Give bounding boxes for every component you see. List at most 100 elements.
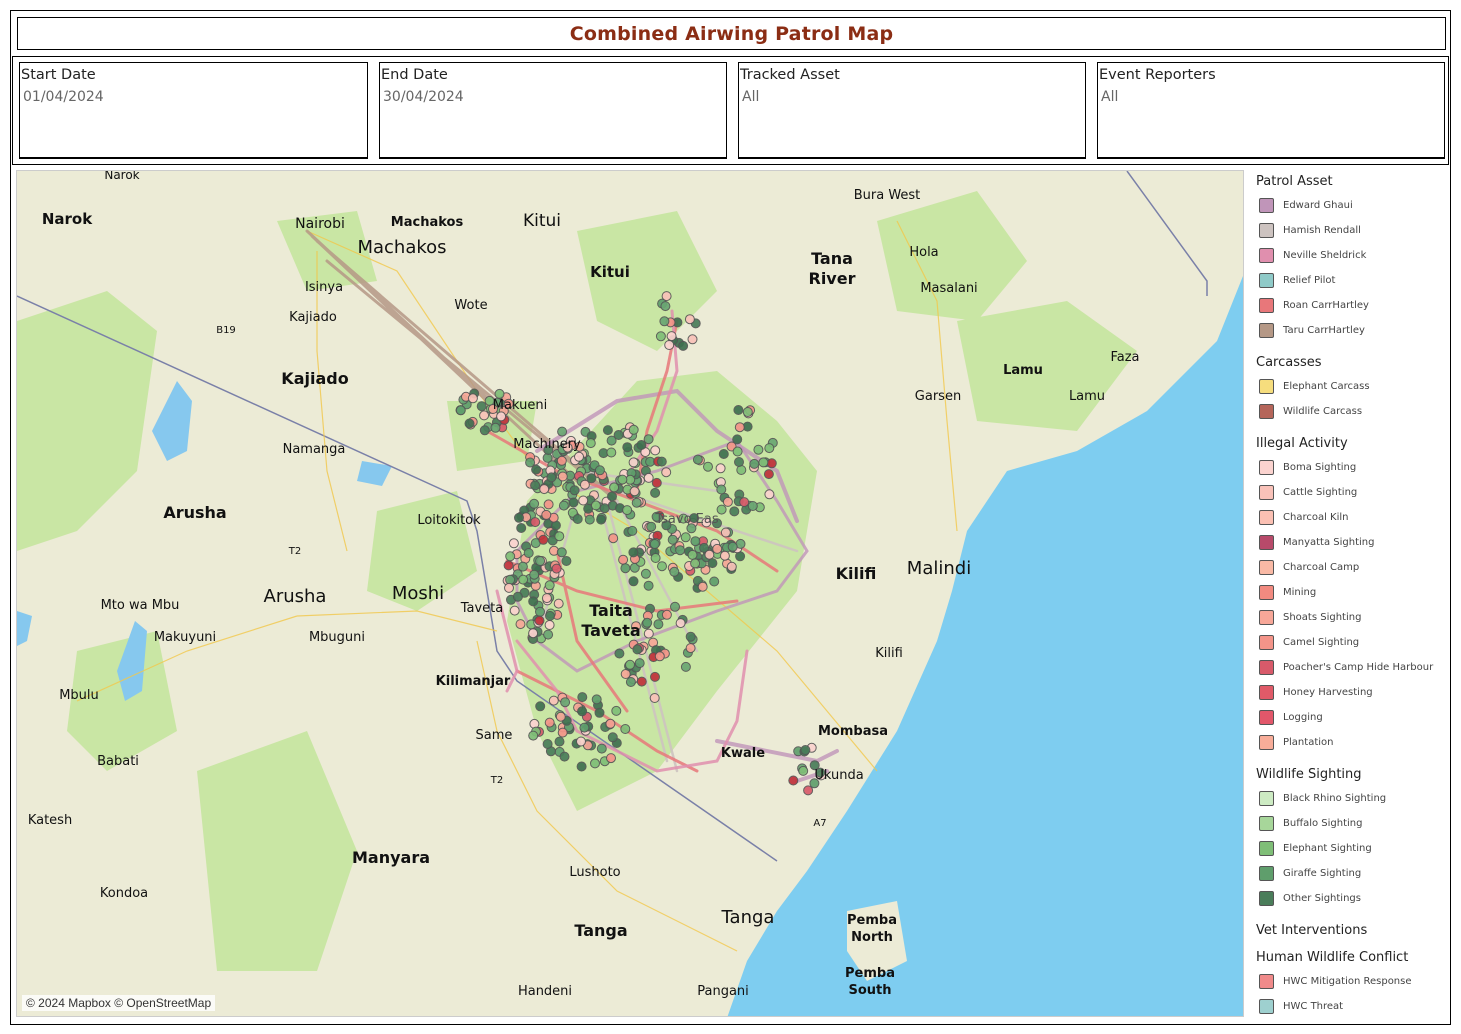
observation-points[interactable] xyxy=(455,291,827,796)
observation-point[interactable] xyxy=(543,445,554,455)
observation-point[interactable] xyxy=(666,331,677,342)
legend-item[interactable]: Shoats Sighting xyxy=(1256,605,1446,630)
observation-point[interactable] xyxy=(529,569,540,580)
observation-point[interactable] xyxy=(541,509,552,520)
observation-point[interactable] xyxy=(643,628,654,639)
observation-point[interactable] xyxy=(686,523,697,534)
observation-point[interactable] xyxy=(476,401,487,412)
observation-point[interactable] xyxy=(609,482,620,493)
observation-point[interactable] xyxy=(614,648,625,659)
observation-point[interactable] xyxy=(646,521,657,532)
observation-point[interactable] xyxy=(535,556,546,566)
observation-point[interactable] xyxy=(594,465,605,476)
observation-point[interactable] xyxy=(715,463,726,474)
observation-point[interactable] xyxy=(556,547,567,558)
observation-point[interactable] xyxy=(455,405,466,416)
observation-point[interactable] xyxy=(625,677,636,687)
observation-point[interactable] xyxy=(577,692,588,703)
observation-point[interactable] xyxy=(577,706,588,717)
observation-point[interactable] xyxy=(607,732,618,743)
observation-point[interactable] xyxy=(670,601,680,612)
observation-point[interactable] xyxy=(579,722,590,733)
map-canvas[interactable]: Narok Narok Nairobi Machakos Machakos Ki… xyxy=(17,171,1244,1017)
observation-point[interactable] xyxy=(562,442,573,453)
observation-point[interactable] xyxy=(650,445,661,456)
observation-point[interactable] xyxy=(650,553,661,563)
observation-point[interactable] xyxy=(685,643,696,654)
observation-point[interactable] xyxy=(704,549,715,560)
observation-point[interactable] xyxy=(718,449,729,459)
observation-point[interactable] xyxy=(661,520,672,531)
observation-point[interactable] xyxy=(716,484,727,495)
legend-item[interactable]: Elephant Sighting xyxy=(1256,836,1446,861)
observation-point[interactable] xyxy=(654,651,665,662)
observation-point[interactable] xyxy=(628,547,639,558)
observation-point[interactable] xyxy=(515,619,526,630)
observation-point[interactable] xyxy=(542,739,553,749)
legend-item[interactable]: Other Sightings xyxy=(1256,886,1446,911)
observation-point[interactable] xyxy=(628,457,639,468)
observation-point[interactable] xyxy=(551,563,562,574)
observation-point[interactable] xyxy=(590,500,601,511)
observation-point[interactable] xyxy=(733,405,744,415)
observation-point[interactable] xyxy=(803,785,814,796)
observation-point[interactable] xyxy=(650,671,660,682)
observation-point[interactable] xyxy=(606,753,616,764)
observation-point[interactable] xyxy=(709,576,720,587)
observation-point[interactable] xyxy=(606,447,617,458)
event-reporters-value[interactable]: All xyxy=(1101,89,1119,105)
observation-point[interactable] xyxy=(528,596,539,607)
observation-point[interactable] xyxy=(642,617,653,628)
start-date-value[interactable]: 01/04/2024 xyxy=(23,89,104,105)
observation-point[interactable] xyxy=(529,498,540,509)
observation-point[interactable] xyxy=(675,545,686,556)
observation-point[interactable] xyxy=(535,701,546,712)
patrol-map[interactable]: Narok Narok Nairobi Machakos Machakos Ki… xyxy=(16,170,1244,1017)
observation-point[interactable] xyxy=(494,388,505,399)
observation-point[interactable] xyxy=(558,500,569,511)
observation-point[interactable] xyxy=(636,676,647,687)
observation-point[interactable] xyxy=(764,489,775,500)
observation-point[interactable] xyxy=(543,629,554,640)
observation-point[interactable] xyxy=(699,542,710,553)
observation-point[interactable] xyxy=(680,661,691,672)
legend-item[interactable]: Taru CarrHartley xyxy=(1256,318,1446,343)
observation-point[interactable] xyxy=(661,291,672,302)
observation-point[interactable] xyxy=(579,479,590,490)
tracked-asset-value[interactable]: All xyxy=(742,89,760,105)
observation-point[interactable] xyxy=(625,659,635,670)
observation-point[interactable] xyxy=(556,455,567,466)
observation-point[interactable] xyxy=(788,775,799,786)
legend-item[interactable]: Elephant Carcass xyxy=(1256,374,1446,399)
observation-point[interactable] xyxy=(660,301,671,312)
observation-point[interactable] xyxy=(687,334,698,345)
observation-point[interactable] xyxy=(512,591,523,602)
observation-point[interactable] xyxy=(596,514,607,525)
observation-point[interactable] xyxy=(578,495,589,506)
observation-point[interactable] xyxy=(479,410,490,421)
observation-point[interactable] xyxy=(504,582,514,593)
observation-point[interactable] xyxy=(538,534,549,545)
observation-point[interactable] xyxy=(599,503,610,514)
observation-point[interactable] xyxy=(554,531,565,542)
observation-point[interactable] xyxy=(656,456,667,467)
observation-point[interactable] xyxy=(618,554,629,565)
legend-item[interactable]: Edward Ghaui xyxy=(1256,193,1446,218)
observation-point[interactable] xyxy=(544,620,555,630)
observation-point[interactable] xyxy=(531,464,542,475)
observation-point[interactable] xyxy=(661,467,672,478)
observation-point[interactable] xyxy=(815,767,826,778)
observation-point[interactable] xyxy=(606,435,617,446)
observation-point[interactable] xyxy=(727,541,738,552)
observation-point[interactable] xyxy=(602,425,613,436)
observation-point[interactable] xyxy=(543,499,554,510)
observation-point[interactable] xyxy=(651,511,662,522)
observation-point[interactable] xyxy=(516,523,527,533)
observation-point[interactable] xyxy=(661,609,672,620)
observation-point[interactable] xyxy=(607,491,617,502)
observation-point[interactable] xyxy=(809,778,820,789)
observation-point[interactable] xyxy=(572,514,583,524)
observation-point[interactable] xyxy=(622,505,633,516)
observation-point[interactable] xyxy=(800,745,811,755)
legend-item[interactable]: Neville Sheldrick xyxy=(1256,243,1446,268)
